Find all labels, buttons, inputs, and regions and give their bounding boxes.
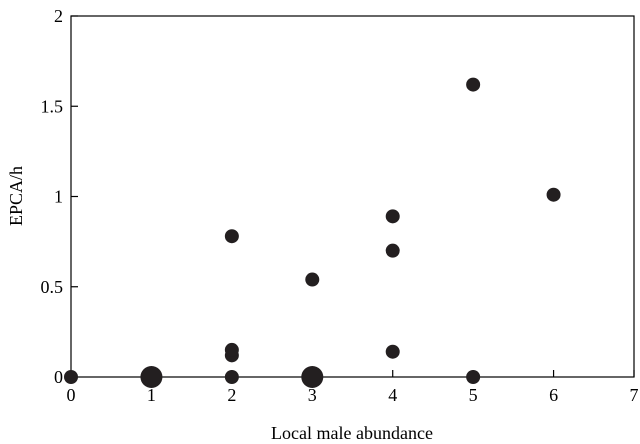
x-tick-label: 1 — [147, 385, 156, 405]
x-tick-label: 7 — [630, 385, 639, 405]
data-point — [224, 370, 239, 384]
data-points — [64, 77, 561, 388]
x-tick-label: 3 — [308, 385, 317, 405]
data-point — [466, 77, 481, 92]
y-tick-label: 0 — [54, 367, 63, 387]
data-point — [546, 187, 561, 202]
data-point — [301, 366, 324, 388]
data-point — [224, 229, 239, 244]
y-tick-label: 0.5 — [41, 277, 64, 297]
data-point — [466, 370, 481, 384]
data-point — [305, 272, 320, 287]
x-tick-label: 5 — [469, 385, 478, 405]
x-tick-label: 0 — [67, 385, 76, 405]
y-axis-ticks: 0 0.5 1 1.5 2 — [41, 6, 78, 387]
x-tick-label: 6 — [549, 385, 558, 405]
data-point — [385, 209, 400, 224]
data-point — [385, 243, 400, 258]
data-point — [385, 344, 400, 359]
x-axis-label: Local male abundance — [271, 423, 433, 443]
data-point — [224, 342, 239, 357]
y-tick-label: 1 — [54, 187, 63, 207]
y-axis-label: EPCA/h — [6, 166, 26, 226]
x-tick-label: 4 — [388, 385, 397, 405]
y-tick-label: 2 — [54, 6, 63, 26]
data-point — [140, 366, 163, 388]
x-axis-ticks: 0 1 2 3 4 5 6 7 — [67, 370, 639, 405]
x-tick-label: 2 — [227, 385, 236, 405]
data-point — [64, 370, 78, 384]
y-tick-label: 1.5 — [41, 96, 64, 116]
